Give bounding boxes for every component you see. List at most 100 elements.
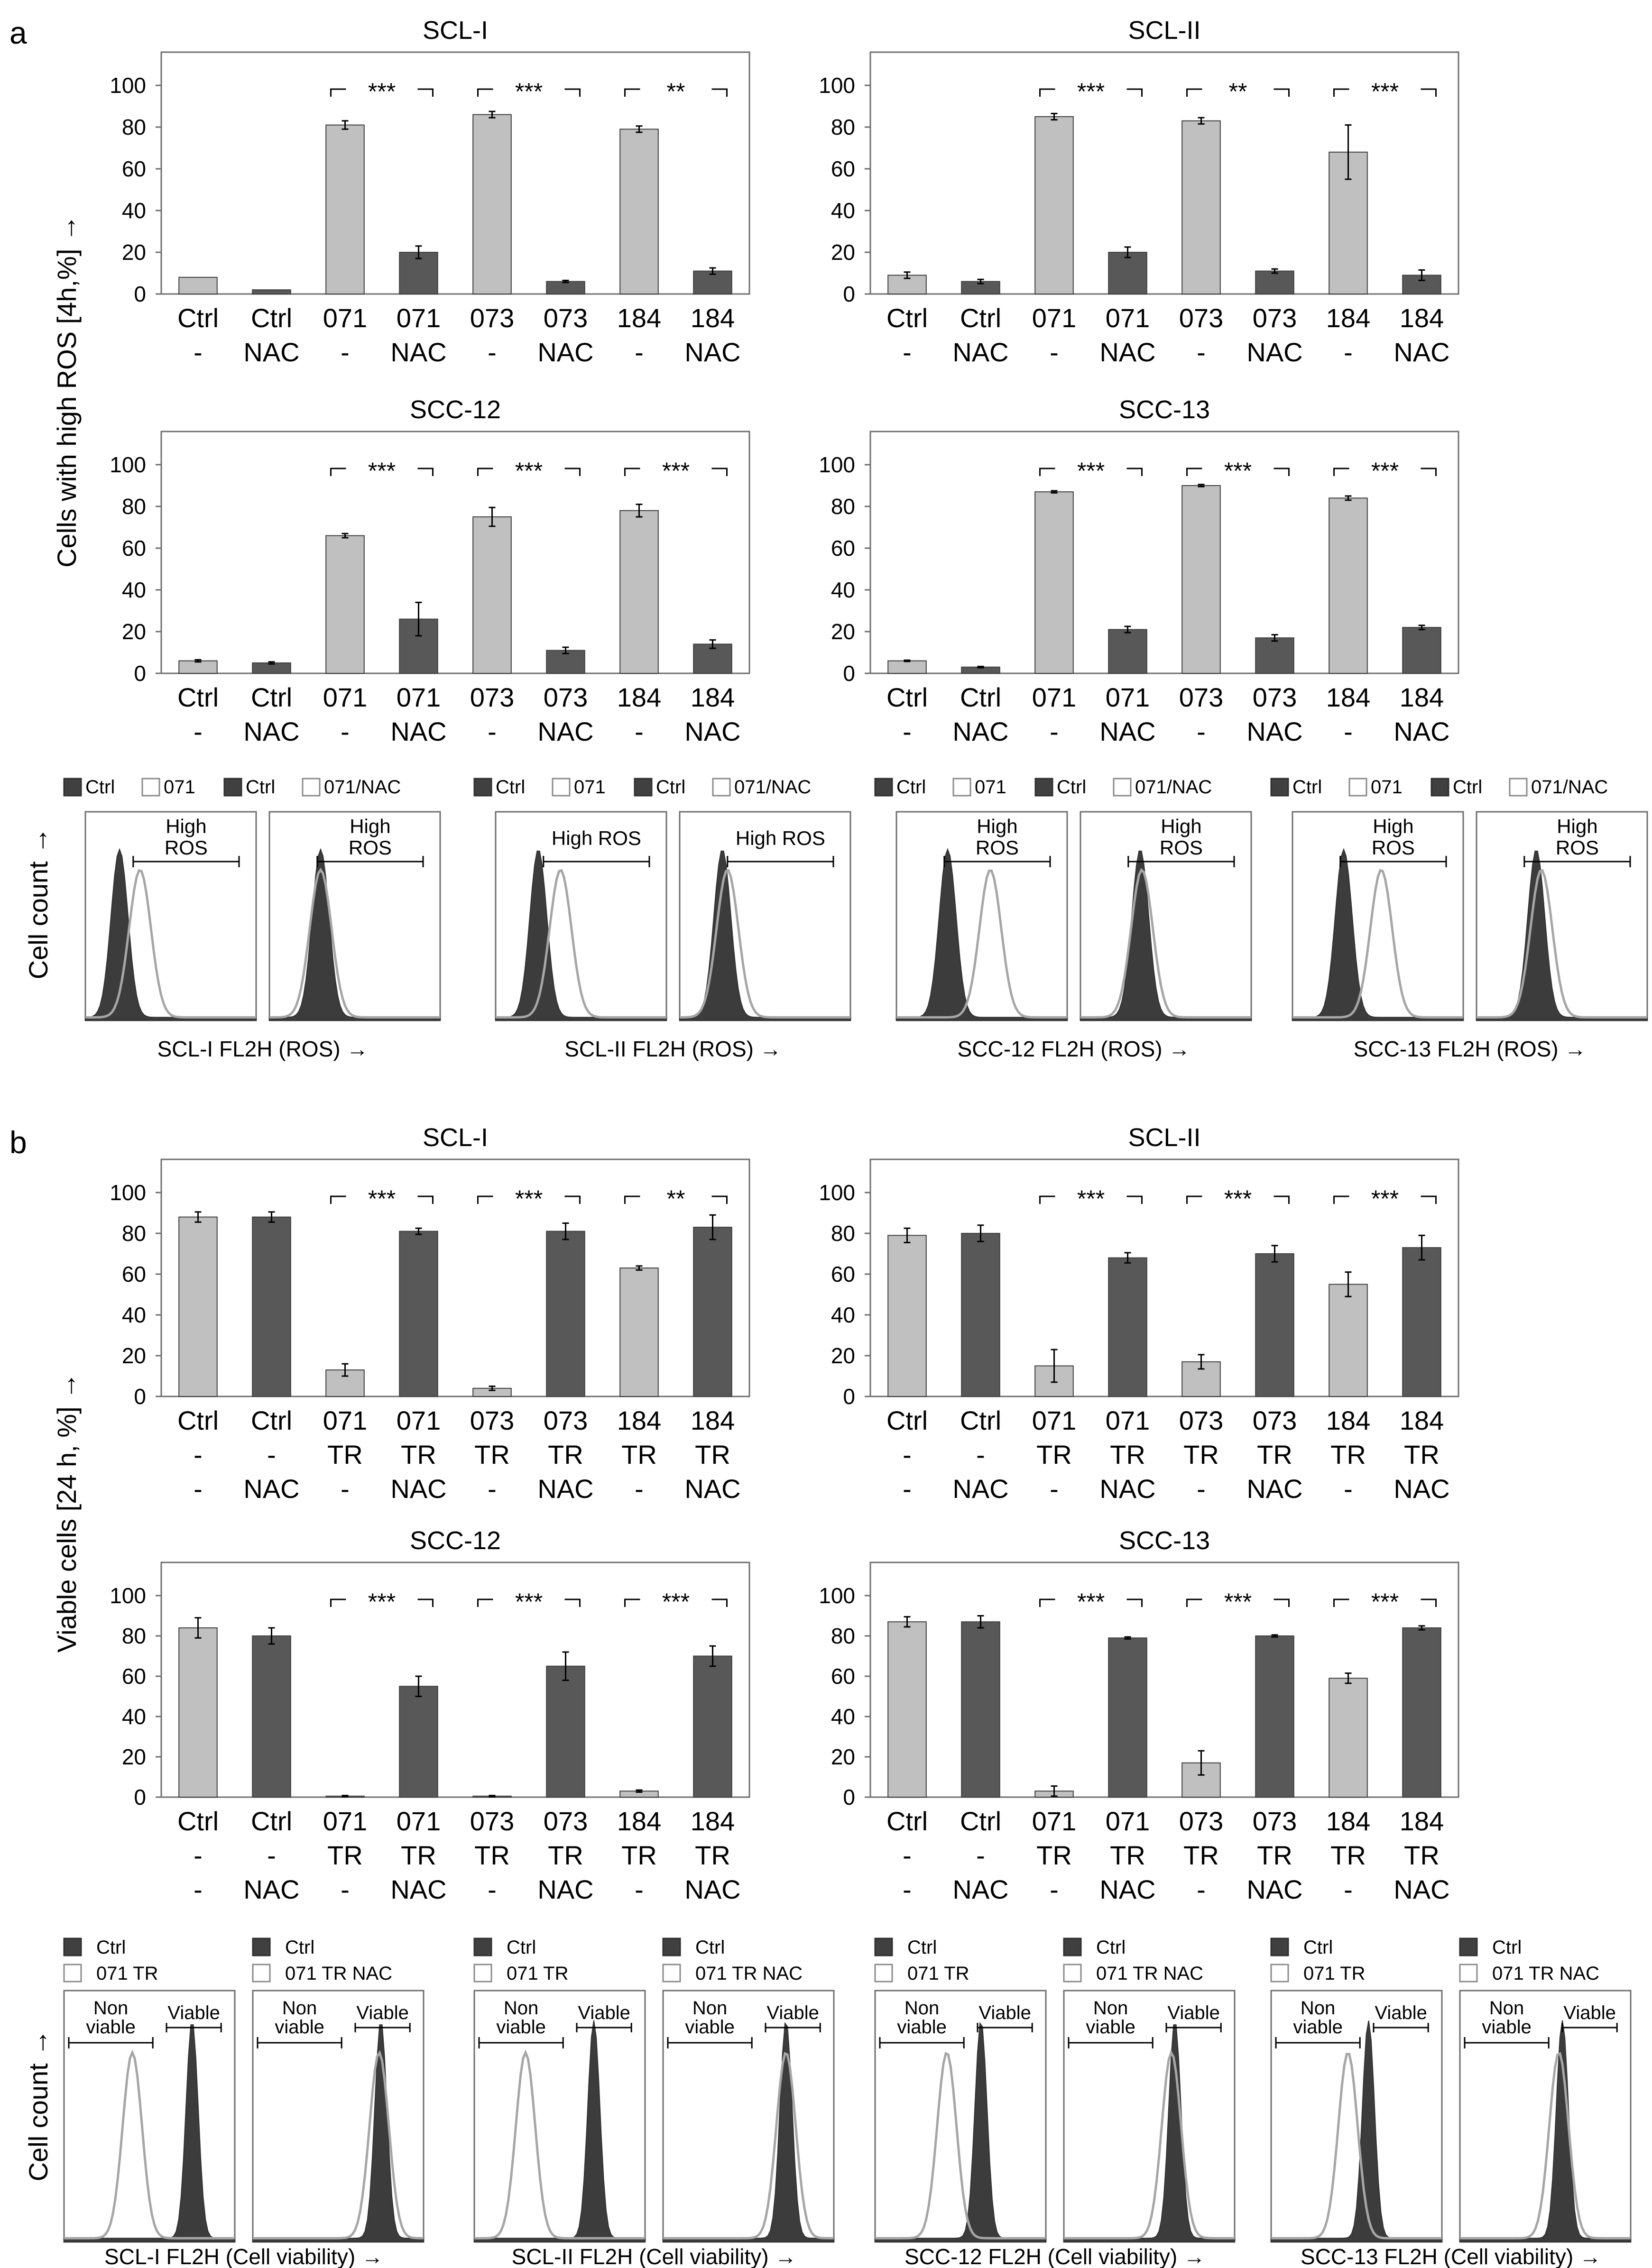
legend-label: 071 — [1371, 777, 1403, 798]
x-category-label: Ctrl — [251, 1405, 292, 1435]
bar — [472, 114, 512, 294]
sample-histogram — [1271, 2053, 1442, 2240]
x-category-label: - — [341, 716, 350, 746]
x-category-label: Ctrl — [960, 682, 1001, 712]
significance-bracket — [624, 1598, 728, 1607]
bar — [546, 1230, 585, 1397]
x-category-label: - — [488, 1474, 497, 1504]
plot-frame — [869, 51, 1459, 295]
x-category-label: - — [341, 1874, 350, 1904]
significance-label: ** — [667, 1185, 685, 1212]
legend-swatch-sample — [1270, 1964, 1289, 1983]
legend-label: Ctrl — [507, 1937, 536, 1958]
significance-label: *** — [515, 1589, 543, 1615]
legend-label: 071/NAC — [324, 777, 401, 798]
x-category-label: - — [194, 1874, 203, 1904]
bar — [1034, 116, 1074, 294]
legend-swatch-sample — [662, 1964, 681, 1983]
y-tick-label: 60 — [122, 1664, 146, 1689]
legend-label: Ctrl — [1096, 1937, 1126, 1958]
x-category-label: - — [1197, 337, 1206, 367]
chart-title: SCL-II — [1128, 16, 1200, 45]
flow-x-axis-label: SCL-II FL2H (ROS) → — [564, 1037, 782, 1061]
nonviable-label: viable — [897, 2017, 947, 2038]
significance-bracket — [1186, 1598, 1290, 1607]
nonviable-label: Non — [1093, 1998, 1128, 2019]
legend-label: 071/NAC — [1135, 777, 1212, 798]
x-category-label: TR — [695, 1440, 730, 1469]
x-category-label: 071 — [1032, 682, 1076, 712]
legend-label: Ctrl — [907, 1937, 937, 1958]
bar — [1255, 637, 1294, 674]
x-category-label: TR — [548, 1840, 583, 1870]
significance-bracket — [1039, 88, 1143, 97]
viable-label: Viable — [578, 2002, 630, 2023]
x-category-label: - — [1050, 1874, 1059, 1904]
gate-label: ROS — [1160, 836, 1203, 859]
x-category-label: - — [1344, 1474, 1353, 1504]
y-axis-label: Viable cells [24 h, %] → — [52, 1373, 82, 1653]
x-category-label: TR — [401, 1440, 436, 1469]
y-tick-label: 40 — [831, 1303, 855, 1327]
legend-label: 071/NAC — [1531, 777, 1608, 798]
bar — [472, 516, 512, 674]
legend-label: 071 — [975, 777, 1006, 798]
x-category-label: - — [903, 1440, 912, 1469]
x-category-label: NAC — [243, 1474, 299, 1504]
x-category-label: Ctrl — [960, 1806, 1001, 1836]
legend-label: 071 TR — [1303, 1963, 1365, 1984]
chart-a4: SCC-13 0 20 40 60 80 100 Ctrl - Ctrl NAC 071 - 071 NAC… — [819, 395, 1459, 746]
y-tick-label: 100 — [110, 1583, 146, 1608]
legend-label: Ctrl — [285, 1937, 314, 1958]
x-category-label: - — [635, 1474, 644, 1504]
bar — [1255, 1635, 1294, 1798]
significance-bracket — [1333, 1195, 1437, 1204]
flow-a-y-axis-label: Cell count → — [23, 827, 53, 980]
nonviable-label: viable — [1482, 2017, 1532, 2038]
flow-x-axis-label: SCL-I FL2H (Cell viability) → — [104, 2244, 383, 2268]
x-category-label: NAC — [1246, 1874, 1302, 1904]
x-category-label: NAC — [537, 1874, 593, 1904]
bar — [1402, 1247, 1441, 1397]
bar — [1329, 497, 1368, 674]
x-category-label: NAC — [952, 1474, 1008, 1504]
y-tick-label: 20 — [831, 1343, 855, 1368]
y-tick-label: 40 — [122, 198, 146, 223]
x-category-label: 184 — [691, 1806, 735, 1836]
y-tick-label: 0 — [134, 282, 146, 306]
x-category-label: NAC — [1394, 1474, 1449, 1504]
legend-label: Ctrl — [85, 777, 115, 798]
x-category-label: NAC — [1099, 716, 1155, 746]
x-category-label: 073 — [1179, 1806, 1223, 1836]
nonviable-label: viable — [1086, 2017, 1135, 2038]
gate-label: High — [1373, 815, 1413, 837]
chart-b4: SCC-13 0 20 40 60 80 100 Ctrl - - Ctrl - NAC 071 TR - 07… — [819, 1526, 1459, 1904]
y-tick-label: 20 — [831, 240, 855, 265]
flow-group-a-1: Ctrl 071 Ctrl 071/NAC High ROS High ROS SCL-II… — [473, 777, 851, 1061]
x-category-label: TR — [327, 1840, 363, 1870]
x-category-label: Ctrl — [886, 1405, 928, 1435]
x-category-label: NAC — [243, 337, 299, 367]
bar-charts: SCL-I 0 20 40 60 80 100 Ctrl - Ctrl NAC 071 - 071 NAC 0… — [52, 16, 1459, 1904]
legend-swatch-sample — [952, 778, 971, 797]
x-category-label: Ctrl — [177, 303, 219, 333]
y-tick-label: 40 — [122, 1303, 146, 1327]
nonviable-label: viable — [685, 2017, 735, 2038]
x-category-label: 073 — [1253, 1806, 1297, 1836]
x-category-label: - — [903, 1874, 912, 1904]
legend-label: 071 TR NAC — [1096, 1963, 1203, 1984]
sample-histogram — [496, 869, 666, 1019]
x-category-label: NAC — [952, 716, 1008, 746]
bar — [546, 1665, 585, 1798]
flow-histograms-ros: Cell count →Ctrl 071 Ctrl 071/NACHighROSHig… — [23, 777, 1648, 1061]
y-tick-label: 0 — [843, 282, 855, 306]
significance-bracket — [1333, 88, 1437, 97]
y-tick-label: 100 — [819, 452, 855, 477]
bar — [1402, 1627, 1441, 1798]
significance-bracket — [1186, 468, 1290, 476]
x-category-label: 071 — [397, 682, 441, 712]
sample-histogram — [1292, 869, 1463, 1019]
x-category-label: 184 — [1400, 682, 1444, 712]
